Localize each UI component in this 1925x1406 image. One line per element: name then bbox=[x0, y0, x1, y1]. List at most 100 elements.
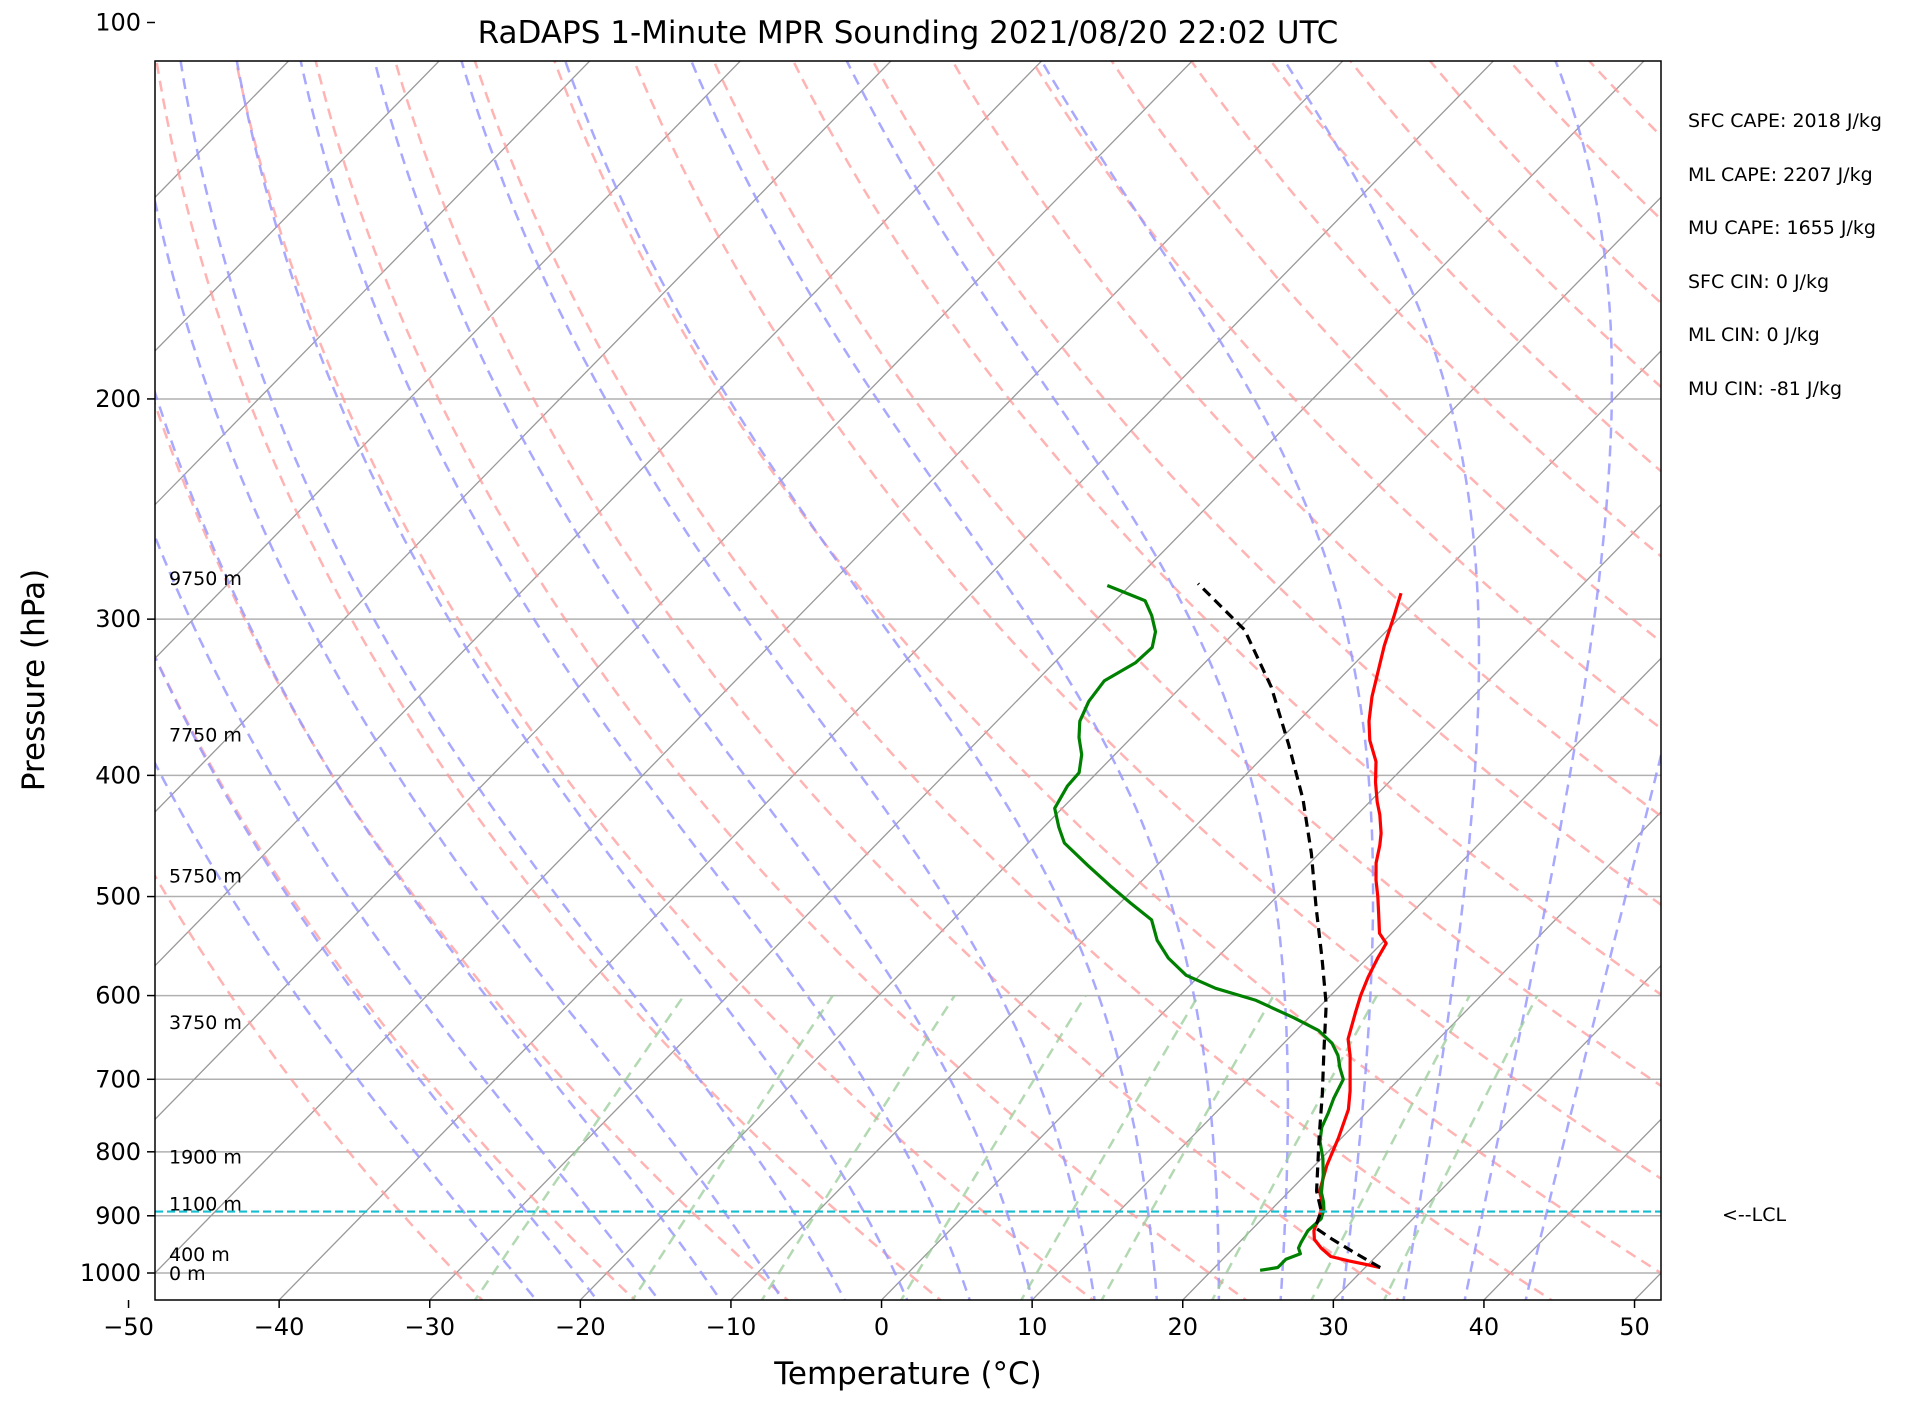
dry-adiabat-line bbox=[314, 61, 1249, 1300]
isotherm-line bbox=[1483, 1118, 1661, 1300]
dry-adiabat-line bbox=[1110, 61, 1661, 644]
dry-adiabat-line bbox=[791, 61, 1661, 997]
x-axis-ticks: −50 −40 −30 −20 −10 0 10 20 30 40 50 bbox=[103, 1300, 1650, 1341]
dewpoint-line bbox=[1053, 584, 1345, 1272]
moist-adiabat-line bbox=[1524, 750, 1661, 1300]
isotherm-line bbox=[155, 61, 1043, 967]
x-tick-label: 0 bbox=[874, 1313, 889, 1341]
height-label: 400 m bbox=[169, 1244, 230, 1266]
x-tick-label: 30 bbox=[1318, 1313, 1349, 1341]
x-axis-label: Temperature (°C) bbox=[773, 1356, 1042, 1392]
mixing-ratio-line bbox=[1210, 994, 1378, 1300]
y-tick-label: 100 bbox=[95, 9, 141, 37]
isotherm-line bbox=[1181, 811, 1661, 1300]
mixing-ratio-line bbox=[1382, 995, 1539, 1300]
dry-adiabat-line bbox=[234, 61, 1096, 1300]
dry-adiabat-line bbox=[155, 61, 943, 1300]
stat-ml-cin: ML CIN: 0 J/kg bbox=[1688, 324, 1820, 346]
mixing-ratio-line bbox=[760, 994, 956, 1300]
mixing-ratio-line bbox=[899, 994, 1087, 1300]
mixing-ratio-line bbox=[630, 994, 834, 1300]
y-tick-label: 700 bbox=[95, 1065, 141, 1093]
y-tick-label: 500 bbox=[95, 883, 141, 911]
isotherm-line bbox=[880, 503, 1661, 1300]
y-tick-label: 800 bbox=[95, 1138, 141, 1166]
height-label: 3750 m bbox=[169, 1012, 242, 1034]
parcel-profile-line bbox=[1196, 582, 1381, 1269]
isotherm-line bbox=[155, 61, 290, 199]
y-axis-label: Pressure (hPa) bbox=[16, 569, 52, 791]
dry-adiabat-line bbox=[155, 653, 637, 1300]
dry-adiabat-line bbox=[1348, 61, 1661, 389]
moist-adiabat-line bbox=[155, 654, 599, 1300]
y-tick-label: 300 bbox=[95, 605, 141, 633]
stat-mu-cape: MU CAPE: 1655 J/kg bbox=[1688, 217, 1876, 239]
mixing-ratio-line bbox=[1019, 994, 1200, 1300]
dry-adiabat-line bbox=[1428, 61, 1661, 305]
x-tick-label: −10 bbox=[706, 1313, 757, 1341]
lcl-label: <--LCL bbox=[1722, 1204, 1787, 1226]
x-tick-label: −20 bbox=[555, 1313, 606, 1341]
mixing-ratio-line bbox=[1310, 995, 1471, 1300]
dry-adiabat-line bbox=[155, 400, 790, 1300]
height-label: 1900 m bbox=[169, 1147, 242, 1169]
y-axis-ticks: 100 200 300 400 500 600 700 800 900 1000 bbox=[80, 9, 155, 1287]
y-tick-label: 600 bbox=[95, 982, 141, 1010]
chart-title: RaDAPS 1-Minute MPR Sounding 2021/08/20 … bbox=[478, 15, 1339, 51]
dry-adiabat-line bbox=[1189, 61, 1661, 558]
height-labels: 9750 m 7750 m 5750 m 3750 m 1900 m 1100 m 400 … bbox=[169, 568, 242, 1285]
plot-frame bbox=[154, 60, 1662, 1301]
dry-adiabat-line bbox=[553, 61, 1661, 1275]
mixing-ratio-line bbox=[1100, 994, 1275, 1300]
isotherm-line bbox=[155, 61, 742, 660]
moist-adiabat-line bbox=[1040, 61, 1375, 1300]
moist-adiabat-line bbox=[689, 61, 1221, 1300]
moist-adiabat-line bbox=[373, 61, 1034, 1300]
height-label: 0 m bbox=[169, 1263, 206, 1285]
moist-adiabat-line bbox=[460, 61, 1096, 1300]
stat-mu-cin: MU CIN: -81 J/kg bbox=[1688, 378, 1843, 400]
isotherm-line bbox=[1031, 657, 1661, 1300]
dry-adiabat-line bbox=[712, 61, 1661, 1088]
stat-sfc-cin: SFC CIN: 0 J/kg bbox=[1688, 271, 1830, 293]
height-label: 9750 m bbox=[169, 568, 242, 590]
moist-adiabat-line bbox=[155, 388, 722, 1300]
height-label: 1100 m bbox=[169, 1194, 242, 1216]
moist-adiabat-line bbox=[563, 61, 1159, 1300]
moist-adiabat-line bbox=[155, 760, 538, 1300]
x-tick-label: −30 bbox=[404, 1313, 455, 1341]
dry-adiabat-line bbox=[1508, 61, 1661, 222]
x-tick-label: 20 bbox=[1167, 1313, 1198, 1341]
moist-adiabat-line bbox=[845, 61, 1290, 1300]
dry-adiabat-line bbox=[393, 61, 1401, 1300]
y-tick-label: 200 bbox=[95, 385, 141, 413]
moist-adiabat-line bbox=[1283, 61, 1481, 1300]
isotherm-line bbox=[730, 350, 1661, 1300]
dry-adiabat-line bbox=[632, 61, 1661, 1181]
mixing-ratio-line bbox=[473, 994, 686, 1300]
isotherm-line bbox=[155, 61, 1194, 1121]
moist-adiabat-line bbox=[299, 61, 971, 1300]
stat-sfc-cape: SFC CAPE: 2018 J/kg bbox=[1688, 110, 1882, 132]
isotherm-line bbox=[579, 196, 1661, 1300]
moist-adiabat-line bbox=[155, 195, 784, 1300]
moist-adiabat-line bbox=[155, 533, 661, 1300]
isotherm-line bbox=[428, 61, 1645, 1300]
x-tick-label: 40 bbox=[1469, 1313, 1500, 1341]
isotherm-line bbox=[155, 61, 441, 352]
x-tick-label: −50 bbox=[103, 1313, 154, 1341]
x-tick-label: 50 bbox=[1619, 1313, 1650, 1341]
isotherm-line bbox=[278, 61, 1495, 1300]
isotherm-line bbox=[155, 61, 591, 506]
stat-ml-cape: ML CAPE: 2207 J/kg bbox=[1688, 164, 1873, 186]
y-tick-label: 900 bbox=[95, 1202, 141, 1230]
isotherm-line bbox=[155, 61, 892, 813]
moist-adiabat-line bbox=[235, 61, 909, 1300]
y-tick-label: 400 bbox=[95, 761, 141, 789]
isotherm-line bbox=[1761, 0, 1925, 1325]
isotherm-line bbox=[1332, 964, 1661, 1300]
dry-adiabat-line bbox=[155, 873, 484, 1300]
dry-adiabat-line bbox=[473, 61, 1554, 1300]
height-label: 5750 m bbox=[169, 866, 242, 888]
moist-adiabat-line bbox=[179, 61, 847, 1300]
